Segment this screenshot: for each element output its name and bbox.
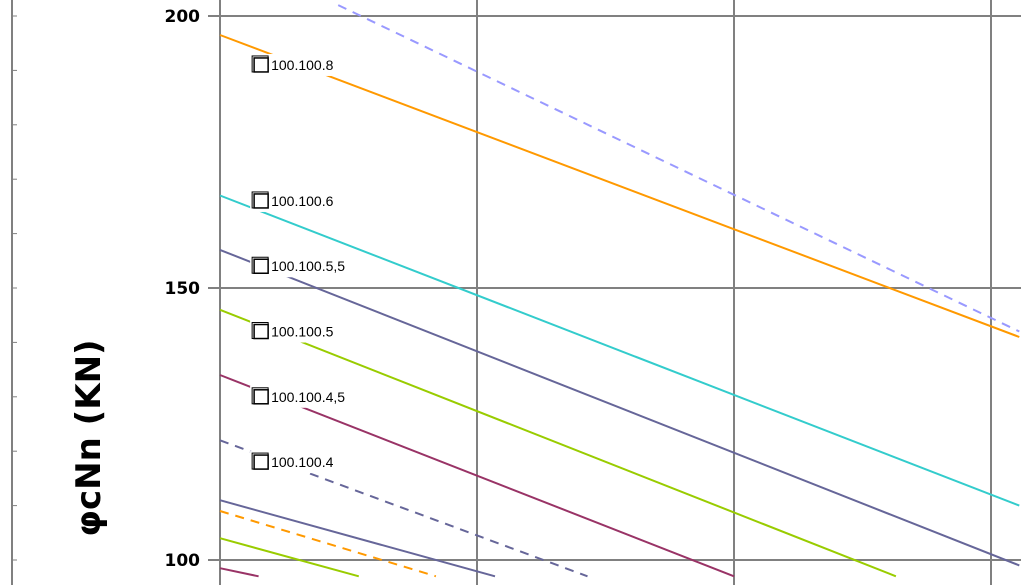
series-marker-shadow xyxy=(251,256,269,274)
series-marker-label: 100.100.4 xyxy=(271,454,333,470)
series-marker xyxy=(253,57,269,73)
series-line xyxy=(219,537,360,578)
y-tick-label: 200 xyxy=(165,7,201,27)
series-marker-label: 100.100.5,5 xyxy=(271,258,345,274)
series-marker-label: 100.100.8 xyxy=(271,57,333,73)
series-line xyxy=(219,374,735,578)
series-marker-shadow xyxy=(251,387,269,405)
marker-label-backdrop xyxy=(250,189,369,212)
series-line xyxy=(219,510,437,578)
series-line xyxy=(219,248,1020,567)
grid-layer xyxy=(219,0,1021,585)
series-marker xyxy=(253,389,269,405)
series-marker-label: 100.100.4,5 xyxy=(271,389,345,405)
marker-label-backdrop xyxy=(250,451,369,474)
series-line xyxy=(219,308,897,578)
tick-layer: 100 150 200 xyxy=(12,7,220,571)
series-marker-label: 100.100.5 xyxy=(271,324,333,340)
series-line xyxy=(219,567,259,578)
series-marker xyxy=(253,454,269,470)
series-marker-shadow xyxy=(251,322,269,340)
series-marker xyxy=(253,323,269,340)
marker-label-backdrop xyxy=(250,255,369,278)
series-marker xyxy=(253,258,269,274)
series-line xyxy=(337,4,1020,333)
y-axis-title: φcNn (KN) xyxy=(69,339,109,536)
marker-label-backdrop xyxy=(250,320,369,343)
series-marker-label: 100.100.6 xyxy=(271,193,333,209)
series-line xyxy=(219,499,496,578)
marker-label-backdrop xyxy=(250,385,369,408)
marker-label-backdrop xyxy=(250,53,369,76)
marker-layer: 100.100.8 100.100.6 100.100.5,5 100.100.5 10… xyxy=(250,53,369,474)
y-tick-label: 150 xyxy=(165,279,201,299)
series-marker xyxy=(253,193,269,209)
series-line xyxy=(219,34,1020,338)
series-layer xyxy=(219,4,1020,578)
series-line xyxy=(219,194,1020,507)
series-marker-shadow xyxy=(251,55,269,73)
series-marker-shadow xyxy=(251,191,269,209)
y-tick-label: 100 xyxy=(165,551,201,571)
series-marker-shadow xyxy=(251,452,269,470)
